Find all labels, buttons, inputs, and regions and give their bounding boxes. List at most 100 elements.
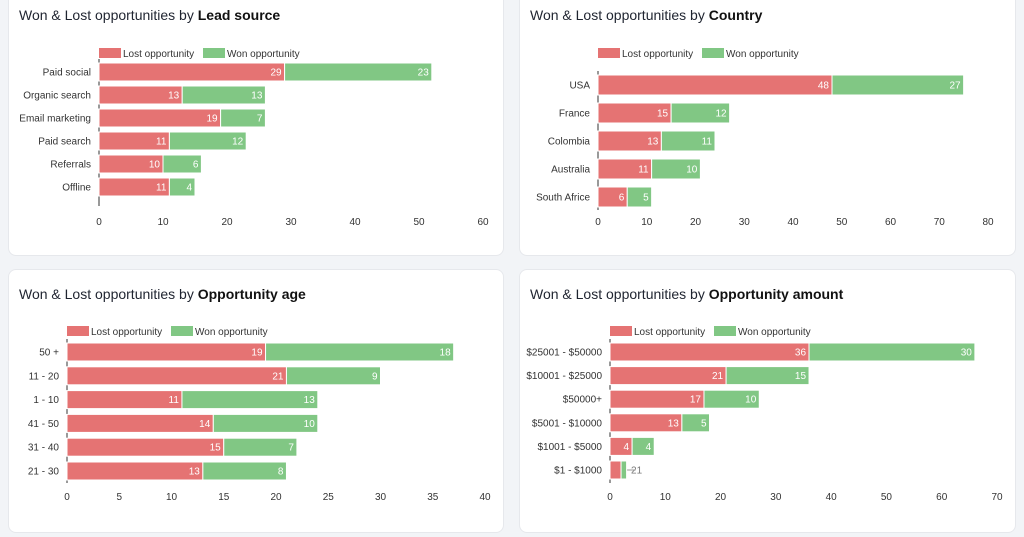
category-label: South Africe	[536, 193, 590, 204]
bar-value-label: 14	[199, 419, 211, 430]
x-tick-label: 25	[323, 492, 335, 503]
bar-value-label: 13	[189, 467, 201, 478]
x-tick-label: 0	[96, 217, 102, 228]
bar-value-label: 13	[304, 395, 316, 406]
x-tick-label: 60	[477, 217, 489, 228]
bar-value-label: 15	[657, 109, 669, 120]
x-tick-label: 35	[427, 492, 439, 503]
bar-won	[631, 436, 655, 456]
x-tick-label: 40	[349, 217, 361, 228]
x-tick-label: 20	[690, 217, 702, 228]
x-tick-label: 70	[934, 217, 946, 228]
bar-won	[285, 366, 382, 386]
category-label: 41 - 50	[28, 419, 60, 430]
bar-value-label: 10	[745, 395, 757, 406]
bar-value-label: 11	[156, 137, 167, 148]
bar-value-label: 19	[206, 114, 218, 125]
legend-label-won: Won opportunity	[738, 327, 811, 338]
legend-swatch-lost	[99, 48, 121, 58]
category-label: France	[559, 109, 591, 120]
chart-country: Lost opportunity Won opportunity 0 10 20 30 40…	[536, 48, 994, 228]
bar-value-label: 10	[686, 165, 698, 176]
legend-label-won: Won opportunity	[726, 49, 799, 60]
category-label: 21 - 30	[28, 467, 60, 478]
chart-title: Won & Lost opportunities by Lead source	[19, 7, 281, 23]
bar-won	[626, 186, 653, 208]
bar-value-label: 12	[232, 137, 244, 148]
bar-value-label: 1	[637, 466, 643, 477]
bar-value-label: 11	[156, 183, 167, 194]
legend-swatch-won	[171, 326, 193, 336]
bar-value-label: 4	[624, 442, 630, 453]
bar-lost	[66, 366, 287, 386]
category-label: Paid search	[38, 137, 91, 148]
x-tick-label: 15	[218, 492, 230, 503]
x-tick-label: 0	[64, 492, 70, 503]
bar-won	[703, 389, 760, 409]
x-tick-label: 30	[739, 217, 751, 228]
x-tick-label: 30	[770, 492, 782, 503]
bar-value-label: 10	[304, 419, 316, 430]
bar-won	[670, 102, 731, 124]
bar-won	[162, 154, 202, 174]
bar-value-label: 7	[257, 114, 263, 125]
bar-won	[220, 108, 266, 128]
bar-value-label: 36	[795, 348, 807, 359]
category-label: $10001 - $25000	[526, 371, 602, 382]
bar-won	[831, 74, 965, 96]
bar-value-label: 13	[168, 91, 180, 102]
bar-lost	[66, 437, 225, 457]
category-label: Organic search	[23, 91, 91, 102]
bar-won	[660, 130, 716, 152]
bar-value-label: 5	[643, 193, 649, 204]
chart-title: Won & Lost opportunities by Country	[530, 7, 763, 23]
bar-value-label: 27	[950, 81, 962, 92]
bar-value-label: 2	[631, 466, 637, 477]
x-tick-label: 50	[881, 492, 893, 503]
legend-label-lost: Lost opportunity	[622, 49, 693, 60]
category-label: $1 - $1000	[554, 466, 602, 477]
legend-swatch-won	[702, 48, 724, 58]
bar-value-label: 23	[418, 68, 430, 79]
bar-value-label: 13	[668, 418, 680, 429]
category-label: 11 - 20	[29, 371, 60, 382]
bar-won	[168, 177, 196, 197]
bar-value-label: 19	[251, 348, 263, 359]
bar-lost	[98, 108, 222, 128]
category-label: Email marketing	[19, 114, 91, 125]
bar-value-label: 30	[961, 348, 973, 359]
bar-value-label: 9	[372, 371, 378, 382]
chart-lead-source: Lost opportunity Won opportunity 0 10 20 30 40…	[19, 48, 489, 228]
bar-value-label: 10	[149, 160, 161, 171]
bar-value-label: 15	[210, 443, 222, 454]
bar-value-label: 11	[638, 165, 649, 176]
chart-card-lead-source: Won & Lost opportunities by Lead source …	[8, 0, 504, 256]
category-label: 31 - 40	[28, 443, 60, 454]
bar-value-label: 13	[647, 137, 659, 148]
legend-label-lost: Lost opportunity	[91, 327, 162, 338]
x-tick-label: 30	[375, 492, 387, 503]
bar-value-label: 4	[186, 183, 192, 194]
category-label: Paid social	[43, 68, 91, 79]
bar-value-label: 21	[272, 371, 284, 382]
category-label: USA	[569, 81, 590, 92]
category-label: 1 - 10	[33, 395, 59, 406]
bar-won	[181, 85, 266, 105]
x-tick-label: 30	[285, 217, 297, 228]
x-tick-label: 20	[270, 492, 282, 503]
legend-label-lost: Lost opportunity	[634, 327, 705, 338]
bar-value-label: 29	[270, 68, 282, 79]
bar-lost	[66, 342, 267, 362]
x-tick-label: 10	[641, 217, 653, 228]
category-label: $5001 - $10000	[532, 418, 603, 429]
bar-lost	[66, 461, 204, 481]
bar-won	[265, 342, 455, 362]
legend-swatch-won	[714, 326, 736, 336]
bar-won	[202, 461, 287, 481]
bar-value-label: 5	[701, 418, 707, 429]
bar-value-label: 6	[193, 160, 199, 171]
chart-opportunity-age: Lost opportunity Won opportunity 0 5 10 15 20 2…	[28, 326, 491, 503]
category-label: 50 +	[39, 348, 59, 359]
bar-won	[212, 413, 319, 433]
legend-label-lost: Lost opportunity	[123, 49, 194, 60]
